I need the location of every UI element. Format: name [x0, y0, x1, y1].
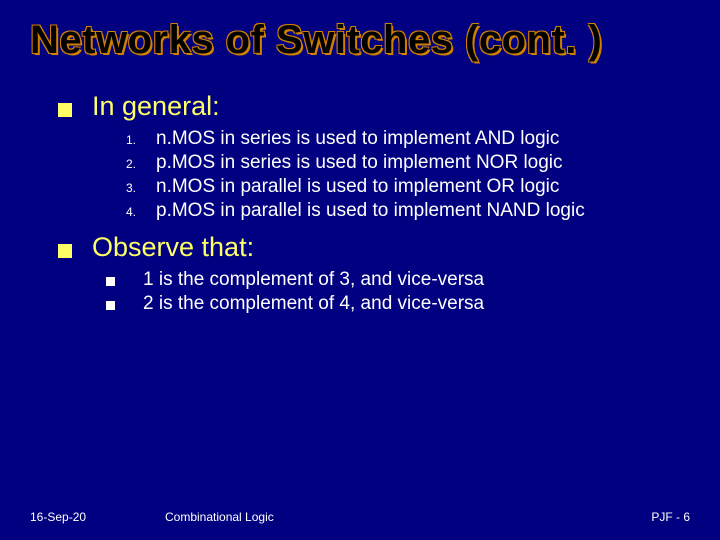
- numbered-list: 1. n.MOS in series is used to implement …: [126, 128, 690, 222]
- slide-title: Networks of Switches (cont. ): [30, 18, 690, 63]
- list-marker: 1.: [126, 133, 156, 147]
- section-observe: Observe that: 1 is the complement of 3, …: [58, 232, 690, 315]
- small-square-bullet-icon: [106, 301, 115, 310]
- section-in-general: In general: 1. n.MOS in series is used t…: [58, 91, 690, 222]
- list-item: 4. p.MOS in parallel is used to implemen…: [126, 200, 690, 222]
- list-text: 1 is the complement of 3, and vice-versa: [143, 269, 484, 291]
- section-label: Observe that:: [92, 232, 254, 263]
- section-label: In general:: [92, 91, 220, 122]
- footer-date: 16-Sep-20: [30, 510, 86, 524]
- square-bullet-icon: [58, 244, 72, 258]
- small-square-bullet-icon: [106, 277, 115, 286]
- list-item: 2 is the complement of 4, and vice-versa: [106, 293, 690, 315]
- footer: 16-Sep-20 Combinational Logic PJF - 6: [0, 510, 720, 524]
- list-marker: 2.: [126, 157, 156, 171]
- footer-page: PJF - 6: [651, 510, 690, 524]
- list-text: 2 is the complement of 4, and vice-versa: [143, 293, 484, 315]
- list-item: 1. n.MOS in series is used to implement …: [126, 128, 690, 150]
- list-marker: 4.: [126, 205, 156, 219]
- square-bullet-icon: [58, 103, 72, 117]
- list-text: p.MOS in parallel is used to implement N…: [156, 200, 585, 222]
- list-text: p.MOS in series is used to implement NOR…: [156, 152, 563, 174]
- section-header: In general:: [58, 91, 690, 122]
- list-marker: 3.: [126, 181, 156, 195]
- bullet-list: 1 is the complement of 3, and vice-versa…: [106, 269, 690, 315]
- slide: Networks of Switches (cont. ) In general…: [0, 0, 720, 540]
- footer-topic: Combinational Logic: [165, 510, 274, 524]
- list-text: n.MOS in parallel is used to implement O…: [156, 176, 559, 198]
- list-item: 2. p.MOS in series is used to implement …: [126, 152, 690, 174]
- list-item: 1 is the complement of 3, and vice-versa: [106, 269, 690, 291]
- list-text: n.MOS in series is used to implement AND…: [156, 128, 559, 150]
- list-item: 3. n.MOS in parallel is used to implemen…: [126, 176, 690, 198]
- section-header: Observe that:: [58, 232, 690, 263]
